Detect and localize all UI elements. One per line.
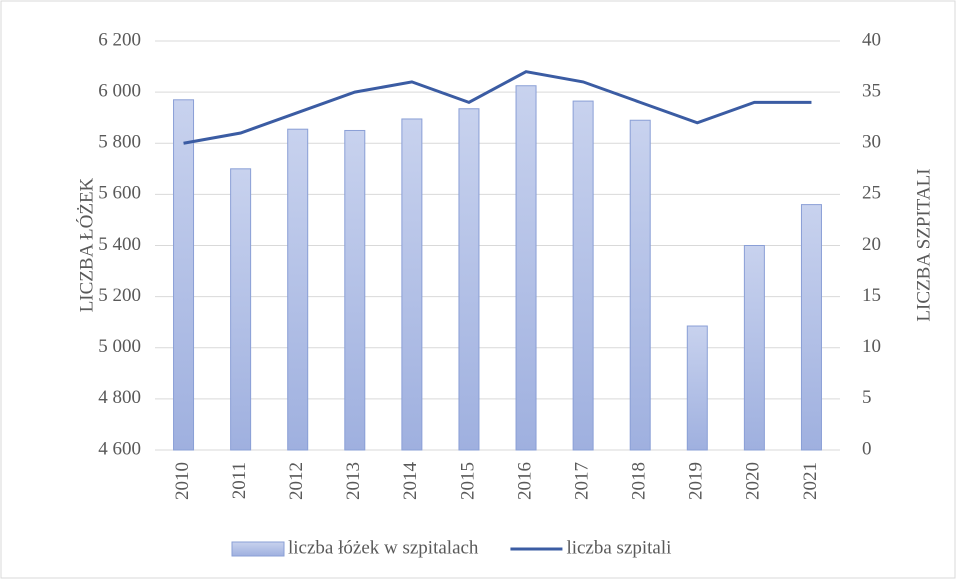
legend-swatch [231, 541, 285, 557]
y-tick-label: 5 600 [98, 183, 141, 204]
y-tick-label: 5 000 [98, 336, 141, 357]
x-tick-label: 2018 [629, 462, 650, 500]
legend-label: liczba szpitali [566, 537, 671, 558]
y2-tick-label: 40 [862, 29, 881, 50]
legend-label: liczba łóżek w szpitalach [288, 537, 479, 558]
x-tick-label: 2017 [571, 462, 592, 500]
y2-tick-label: 5 [862, 387, 872, 408]
x-tick-label: 2012 [286, 462, 307, 500]
y-axis-title: LICZBA ŁÓŻEK [75, 177, 97, 312]
bar [230, 168, 252, 451]
y-tick-label: 6 200 [98, 29, 141, 50]
x-tick-label: 2020 [743, 462, 764, 500]
x-tick-label: 2021 [800, 462, 821, 500]
x-tick-label: 2011 [229, 462, 250, 499]
x-tick-label: 2014 [400, 462, 421, 501]
y-tick-label: 4 600 [98, 438, 141, 459]
y-tick-label: 6 000 [98, 80, 141, 101]
bar [401, 118, 423, 451]
y-tick-label: 5 800 [98, 132, 141, 153]
bar [800, 204, 822, 451]
bar [287, 128, 309, 451]
y2-tick-label: 10 [862, 336, 881, 357]
y2-tick-label: 25 [862, 183, 881, 204]
bar [743, 245, 765, 451]
bar [686, 325, 708, 451]
line [183, 70, 812, 145]
y2-tick-label: 35 [862, 80, 881, 101]
bar [458, 108, 480, 451]
x-tick-label: 2019 [686, 462, 707, 500]
y2-tick-label: 20 [862, 234, 881, 255]
y-tick-label: 5 200 [98, 285, 141, 306]
x-tick-label: 2015 [457, 462, 478, 500]
x-tick-label: 2016 [514, 462, 535, 500]
y2-tick-label: 30 [862, 132, 881, 153]
y2-tick-label: 0 [862, 438, 872, 459]
bar [572, 100, 594, 451]
x-tick-label: 2010 [172, 462, 193, 500]
y-tick-label: 4 800 [98, 387, 141, 408]
bar [173, 99, 195, 451]
bar [629, 119, 651, 451]
y2-tick-label: 15 [862, 285, 881, 306]
bar [515, 85, 537, 451]
x-tick-label: 2013 [343, 462, 364, 500]
y-tick-label: 5 400 [98, 234, 141, 255]
bar [344, 129, 366, 451]
y2-axis-title: LICZBA SZPITALI [913, 168, 934, 321]
